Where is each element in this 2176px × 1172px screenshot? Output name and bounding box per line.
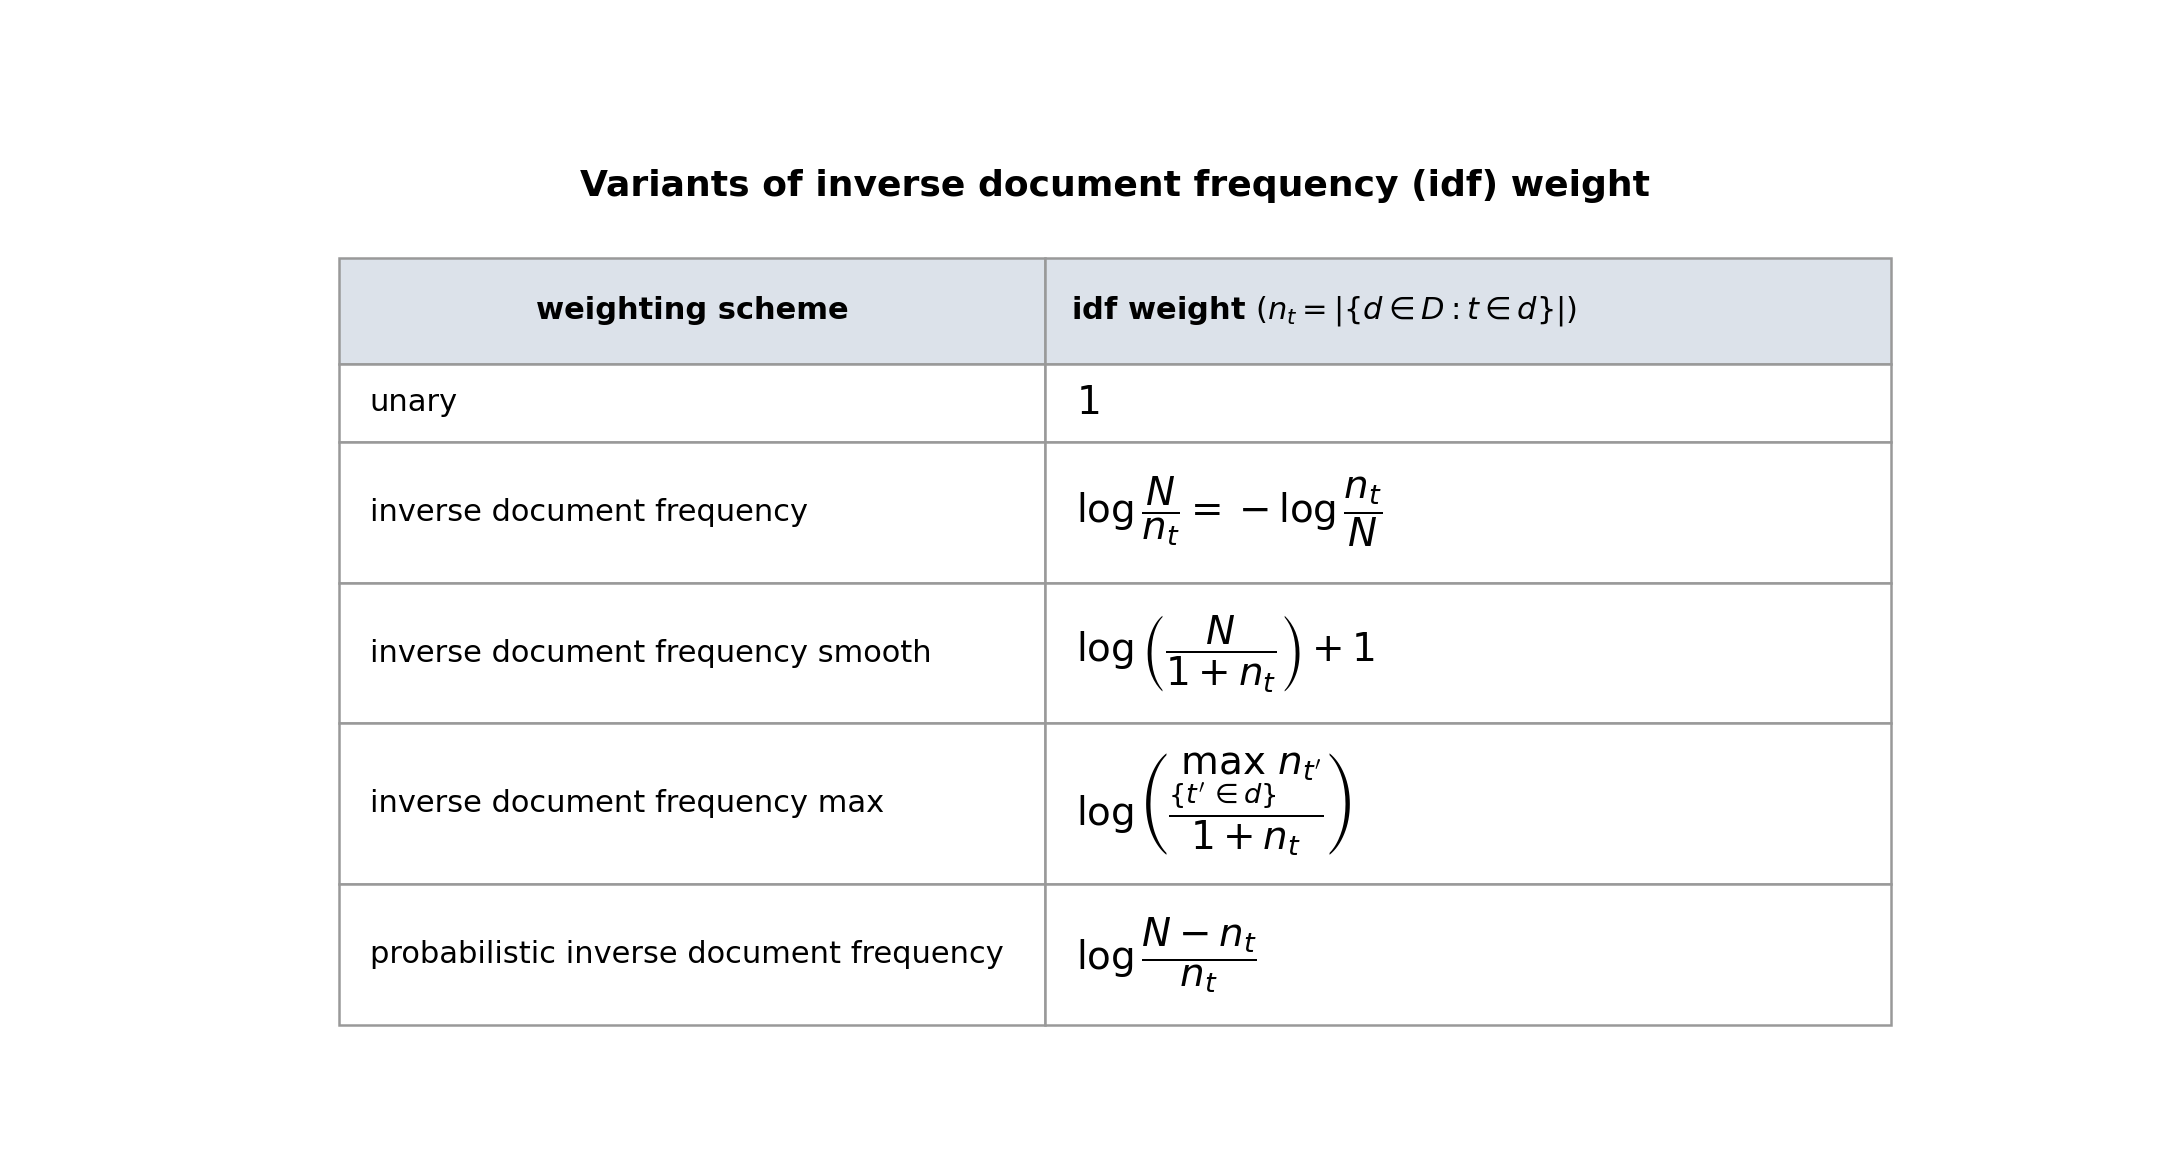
Bar — [339, 442, 1044, 582]
Bar — [339, 363, 1044, 442]
Text: inverse document frequency smooth: inverse document frequency smooth — [370, 639, 931, 668]
Text: $\log\left(\dfrac{N}{1+n_t}\right)+1$: $\log\left(\dfrac{N}{1+n_t}\right)+1$ — [1075, 613, 1375, 694]
Bar — [339, 885, 1044, 1026]
Text: $\log\left(\dfrac{\max_{\{t'\in d\}} n_{t'}}{1+n_t}\right)$: $\log\left(\dfrac{\max_{\{t'\in d\}} n_{… — [1075, 750, 1351, 858]
Bar — [1044, 723, 1891, 885]
Text: inverse document frequency: inverse document frequency — [370, 498, 807, 526]
Bar — [1044, 258, 1891, 363]
Text: idf weight $(n_t = |\{d \in D : t \in d\}|)$: idf weight $(n_t = |\{d \in D : t \in d\… — [1071, 294, 1578, 328]
Bar — [1044, 582, 1891, 723]
Text: inverse document frequency max: inverse document frequency max — [370, 790, 883, 818]
Bar — [1044, 442, 1891, 582]
Bar — [339, 582, 1044, 723]
Text: unary: unary — [370, 388, 457, 417]
Text: $1$: $1$ — [1075, 383, 1099, 422]
Text: $\log \dfrac{N - n_t}{n_t}$: $\log \dfrac{N - n_t}{n_t}$ — [1075, 915, 1256, 995]
Text: probabilistic inverse document frequency: probabilistic inverse document frequency — [370, 940, 1003, 969]
Text: weighting scheme: weighting scheme — [535, 297, 849, 326]
Bar — [1044, 885, 1891, 1026]
Text: Variants of inverse document frequency (idf) weight: Variants of inverse document frequency (… — [581, 169, 1649, 203]
Text: $\log \dfrac{N}{n_t} = -\log \dfrac{n_t}{N}$: $\log \dfrac{N}{n_t} = -\log \dfrac{n_t}… — [1075, 475, 1382, 550]
Bar — [339, 723, 1044, 885]
Bar — [339, 258, 1044, 363]
Bar — [1044, 363, 1891, 442]
